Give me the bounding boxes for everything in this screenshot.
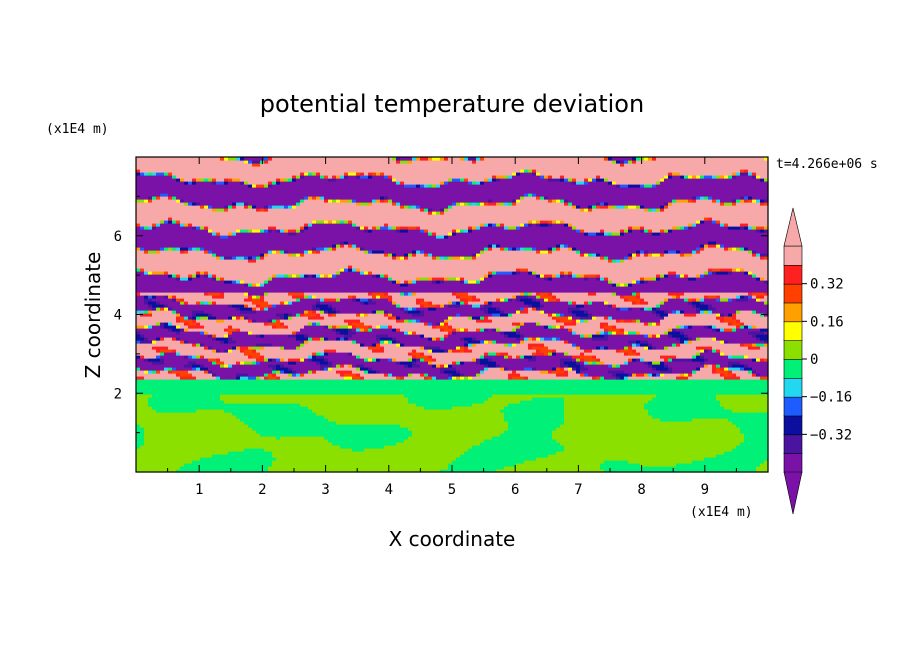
colorbar-box [783, 283, 803, 304]
colorbar-box [783, 415, 803, 436]
plot-area: 1 2 3 4 5 6 7 8 9 2 4 6 [114, 156, 769, 498]
colorbar-tick-label: 0 [810, 352, 818, 368]
colorbar-tick-label: 0.16 [810, 314, 844, 330]
y-tick-label: 6 [114, 229, 122, 245]
colorbar-box [783, 245, 803, 266]
x-unit-label: (x1E4 m) [690, 505, 753, 520]
colorbar-box [783, 321, 803, 341]
x-tick-label: 6 [511, 482, 519, 498]
colorbar-box [783, 396, 803, 417]
x-tick-label: 7 [574, 482, 582, 498]
colorbar-tick-label: −0.32 [810, 427, 852, 443]
colorbar-extend-bottom [783, 471, 803, 515]
colorbar-box [783, 452, 803, 473]
colorbar-box [783, 339, 803, 360]
x-tick-label: 2 [258, 482, 266, 498]
x-tick-label: 4 [385, 482, 393, 498]
colorbar-box [783, 358, 803, 379]
colorbar: 0.32 0.16 0 −0.16 −0.32 [783, 207, 852, 515]
y-tick-label: 2 [114, 386, 122, 402]
colorbar-tick-label: −0.16 [810, 390, 852, 406]
colorbar-box [783, 434, 803, 454]
y-axis-label: Z coordinate [81, 252, 105, 379]
y-tick-label: 4 [114, 308, 122, 324]
field-cells [136, 157, 769, 473]
colorbar-extend-top [783, 207, 803, 247]
chart-title: potential temperature deviation [260, 90, 644, 118]
colorbar-tick-label: 0.32 [810, 277, 844, 293]
y-unit-label: (x1E4 m) [46, 122, 109, 137]
x-tick-label: 1 [195, 482, 203, 498]
colorbar-box [783, 264, 803, 285]
x-axis-label: X coordinate [389, 527, 516, 551]
x-tick-label: 8 [637, 482, 645, 498]
colorbar-box [783, 377, 803, 398]
x-tick-label: 3 [321, 482, 329, 498]
time-label: t=4.266e+06 s [776, 157, 878, 172]
x-tick-label: 9 [701, 482, 709, 498]
colorbar-box [783, 302, 803, 323]
x-tick-label: 5 [448, 482, 456, 498]
